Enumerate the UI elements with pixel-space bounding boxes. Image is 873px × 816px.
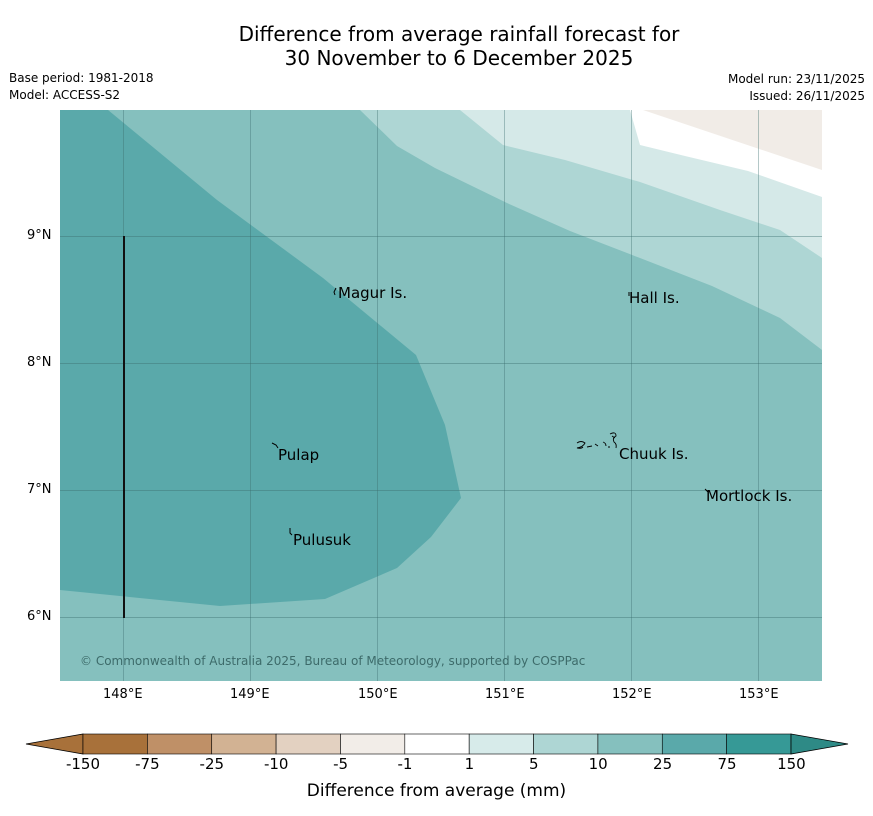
lat-label-7n: 7°N [27, 482, 52, 497]
title-line-2: 30 November to 6 December 2025 [284, 46, 634, 70]
colorbar-cell [533, 733, 599, 755]
lon-label-149e: 149°E [230, 687, 270, 702]
lon-label-153e: 153°E [739, 687, 779, 702]
colorbar-cell [275, 733, 341, 755]
colorbar-tick: -150 [65, 755, 101, 773]
colorbar-cell [340, 733, 406, 755]
colorbar-tick: -25 [199, 755, 225, 773]
colorbar-label: Difference from average (mm) [306, 781, 567, 801]
chart-title: Difference from average rainfall forecas… [0, 22, 873, 70]
place-label-magur: Magur Is. [338, 284, 407, 302]
lat-label-9n: 9°N [27, 228, 52, 243]
meta-left: Base period: 1981-2018 Model: ACCESS-S2 [9, 70, 154, 104]
gridlines [60, 110, 822, 681]
colorbar-cell [726, 733, 792, 755]
place-label-hall: Hall Is. [629, 289, 680, 307]
lat-label-8n: 8°N [27, 355, 52, 370]
colorbar-tick: -1 [397, 755, 413, 773]
meta-right: Model run: 23/11/2025 Issued: 26/11/2025 [728, 71, 865, 105]
colorbar-cell [597, 733, 663, 755]
band-75-region [60, 110, 461, 606]
colorbar-cell [404, 733, 470, 755]
colorbar-over-arrow [790, 733, 849, 755]
colorbar-cell [211, 733, 277, 755]
pulusuk-island-marker [289, 528, 293, 536]
mortlock-island-marker [704, 488, 709, 493]
band-neg5-region [643, 110, 822, 170]
issued-date: Issued: 26/11/2025 [749, 89, 865, 103]
colorbar-tick: 75 [717, 755, 737, 773]
lon-label-151e: 151°E [485, 687, 525, 702]
colorbar-tick: -5 [333, 755, 349, 773]
colorbar-tick: 1 [464, 755, 475, 773]
place-label-mortlock: Mortlock Is. [706, 487, 792, 505]
title-line-1: Difference from average rainfall forecas… [238, 22, 680, 46]
magur-island-marker [333, 287, 337, 296]
colorbar-ticks: -150 -75 -25 -10 -5 -1 1 5 10 25 75 150 [0, 755, 873, 777]
colorbar-tick: 10 [588, 755, 608, 773]
colorbar-under-arrow [25, 733, 84, 755]
colorbar-tick: 150 [777, 755, 806, 773]
rainfall-map: Magur Is. Hall Is. Pulap Chuuk Is. Mortl… [60, 110, 822, 681]
colorbar-cell [147, 733, 213, 755]
lon-label-148e: 148°E [103, 687, 143, 702]
lon-label-150e: 150°E [358, 687, 398, 702]
base-period: Base period: 1981-2018 [9, 71, 154, 85]
chuuk-islands-marker [576, 432, 617, 449]
copyright-text: © Commonwealth of Australia 2025, Bureau… [80, 654, 585, 668]
lon-label-152e: 152°E [612, 687, 652, 702]
model-run: Model run: 23/11/2025 [727, 72, 865, 86]
lat-label-6n: 6°N [27, 609, 52, 624]
place-label-chuuk: Chuuk Is. [619, 445, 688, 463]
colorbar [25, 733, 849, 755]
place-label-pulusuk: Pulusuk [293, 531, 351, 549]
colorbar-cell [82, 733, 148, 755]
place-label-pulap: Pulap [278, 446, 319, 464]
colorbar-tick: -10 [263, 755, 289, 773]
colorbar-cell [468, 733, 534, 755]
colorbar-tick: 5 [529, 755, 539, 773]
pulap-island-marker [271, 442, 279, 449]
model-name: Model: ACCESS-S2 [9, 88, 121, 102]
colorbar-tick: 25 [653, 755, 673, 773]
colorbar-cell [661, 733, 727, 755]
colorbar-tick: -75 [135, 755, 160, 773]
